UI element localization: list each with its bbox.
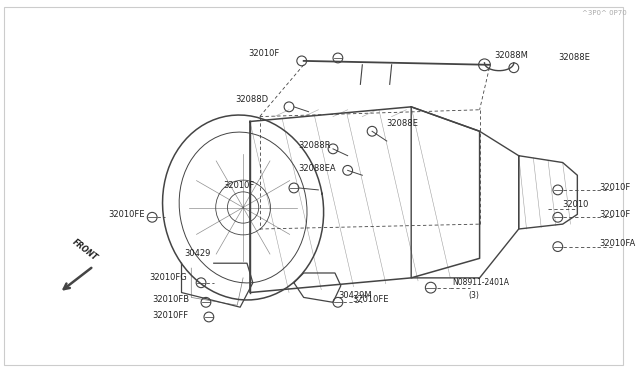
Text: 32010FB: 32010FB <box>152 295 189 304</box>
Text: 32088R: 32088R <box>299 141 332 150</box>
Text: 32010FF: 32010FF <box>152 311 188 320</box>
Text: 32088M: 32088M <box>494 51 528 60</box>
Text: 30429: 30429 <box>184 249 211 258</box>
Text: 32088E: 32088E <box>387 119 419 128</box>
Text: 32010F: 32010F <box>223 180 255 189</box>
Text: 32010: 32010 <box>563 200 589 209</box>
Text: 32010FE: 32010FE <box>353 295 389 304</box>
Text: 32088EA: 32088EA <box>299 164 337 173</box>
Text: N08911-2401A: N08911-2401A <box>452 278 509 287</box>
Text: 32010F: 32010F <box>599 210 630 219</box>
Text: 32010F: 32010F <box>248 49 279 58</box>
Text: 32010F: 32010F <box>599 183 630 192</box>
Text: FRONT: FRONT <box>71 237 100 262</box>
Text: 32088E: 32088E <box>558 54 589 62</box>
Text: (3): (3) <box>468 291 479 300</box>
Text: 32010FE: 32010FE <box>108 210 145 219</box>
Text: 30429M: 30429M <box>338 291 371 300</box>
Text: ^3P0^ 0P70: ^3P0^ 0P70 <box>582 10 627 16</box>
Text: 32088D: 32088D <box>236 96 268 105</box>
Text: 32010FG: 32010FG <box>149 273 187 282</box>
Text: 32010FA: 32010FA <box>599 239 635 248</box>
